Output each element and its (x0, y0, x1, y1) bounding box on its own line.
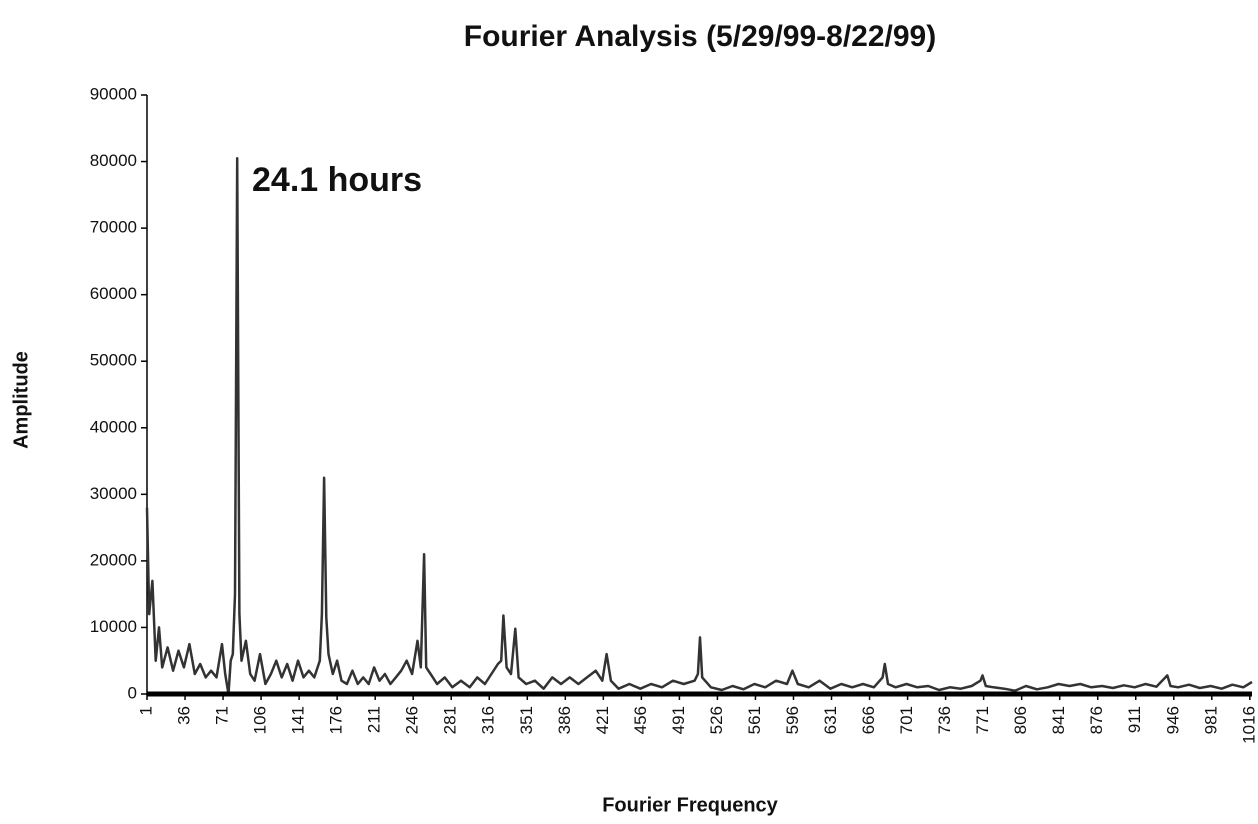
x-tick-label: 176 (327, 706, 346, 734)
x-tick-label: 806 (1011, 706, 1030, 734)
x-tick-label: 876 (1087, 706, 1106, 734)
x-tick-label: 771 (973, 706, 992, 734)
x-tick-label: 1 (136, 706, 155, 715)
y-tick-label: 80000 (90, 151, 137, 170)
y-tick-label: 50000 (90, 351, 137, 370)
x-tick-label: 141 (289, 706, 308, 734)
x-tick-label: 491 (669, 706, 688, 734)
x-tick-label: 701 (897, 706, 916, 734)
y-tick-label: 40000 (90, 417, 137, 436)
y-tick-label: 30000 (90, 484, 137, 503)
x-tick-label: 246 (403, 706, 422, 734)
y-tick-label: 10000 (90, 617, 137, 636)
x-tick-label: 421 (593, 706, 612, 734)
y-tick-label: 70000 (90, 218, 137, 237)
x-axis-label: Fourier Frequency (602, 794, 778, 816)
x-tick-label: 736 (935, 706, 954, 734)
x-tick-label: 841 (1049, 706, 1068, 734)
x-tick-label: 596 (783, 706, 802, 734)
x-tick-label: 36 (175, 706, 194, 725)
x-tick-label: 1016 (1239, 706, 1258, 744)
y-tick-label: 20000 (90, 550, 137, 569)
x-tick-label: 456 (631, 706, 650, 734)
x-tick-label: 666 (859, 706, 878, 734)
x-tick-label: 71 (213, 706, 232, 725)
y-axis-label: Amplitude (10, 351, 32, 449)
x-tick-label: 911 (1125, 706, 1144, 733)
chart-title: Fourier Analysis (5/29/99-8/22/99) (464, 20, 936, 53)
x-tick-label: 106 (251, 706, 270, 734)
y-tick-label: 0 (128, 683, 137, 702)
x-tick-label: 631 (821, 706, 840, 734)
x-tick-label: 281 (441, 706, 460, 734)
x-tick-label: 386 (555, 706, 574, 734)
x-tick-label: 316 (479, 706, 498, 734)
x-tick-label: 561 (745, 706, 764, 734)
x-tick-label: 526 (707, 706, 726, 734)
data-line (145, 156, 1253, 696)
x-tick-label: 211 (365, 706, 384, 733)
y-tick-label: 90000 (90, 84, 137, 103)
y-tick-label: 60000 (90, 284, 137, 303)
annotation: 24.1 hours (252, 161, 422, 199)
x-tick-label: 946 (1163, 706, 1182, 734)
x-tick-label: 981 (1201, 706, 1220, 734)
x-tick-label: 351 (517, 706, 536, 734)
